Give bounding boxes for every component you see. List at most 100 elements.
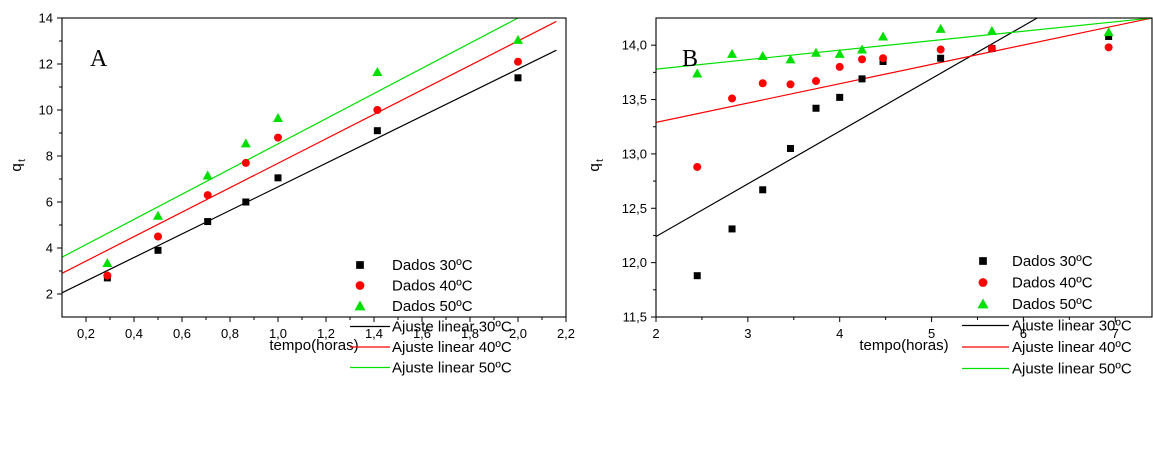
legend: Dados 30ºC Dados 40ºC Dados 50ºC Ajuste lin… (350, 257, 512, 377)
legend-label: Dados 50ºC (1012, 296, 1093, 313)
data-point-square (154, 246, 162, 254)
data-point-circle (987, 44, 996, 53)
data-point-triangle (202, 170, 213, 180)
data-point-triangle (811, 47, 822, 57)
data-point-triangle (857, 44, 868, 54)
x-tick-label: 5 (928, 326, 935, 341)
data-point-square (693, 272, 701, 280)
data-series-2 (693, 43, 1113, 171)
data-point-triangle (153, 210, 163, 220)
x-tick-label: 1,0 (269, 326, 287, 341)
legend-item: Dados 40ºC (978, 275, 1093, 292)
data-point-triangle (785, 54, 796, 64)
data-point-square (373, 127, 381, 135)
fit-line-1 (62, 49, 557, 294)
data-point-triangle (1103, 27, 1114, 37)
data-point-triangle (372, 67, 383, 77)
data-point-circle (154, 232, 162, 241)
y-axis-title-subscript: t (17, 159, 28, 162)
y-tick-label: 13,0 (622, 146, 647, 161)
x-tick-label: 0,2 (77, 326, 95, 341)
data-point-triangle (727, 48, 738, 58)
data-series-3 (102, 34, 523, 267)
data-point-circle (514, 57, 522, 66)
y-tick-label: 2 (46, 287, 53, 302)
data-point-triangle (878, 31, 889, 41)
data-point-circle (241, 158, 250, 167)
data-point-triangle (692, 68, 703, 78)
panel-label: A (90, 46, 108, 72)
data-point-circle (728, 94, 737, 103)
data-point-triangle (986, 26, 997, 36)
legend-label: Dados 40ºC (1012, 275, 1093, 292)
y-tick-label: 4 (46, 241, 53, 256)
data-point-square (812, 104, 820, 112)
data-point-triangle (513, 34, 523, 44)
data-point-triangle (240, 138, 251, 148)
x-tick-label: 1,2 (317, 326, 335, 341)
y-tick-label: 12,0 (622, 255, 647, 270)
data-point-triangle (834, 48, 845, 58)
y-axis-title: qt (8, 159, 28, 172)
data-point-circle (373, 106, 382, 114)
legend-label: Ajuste linear 40ºC (1012, 339, 1132, 356)
legend-item: Dados 40ºC (355, 278, 473, 295)
y-tick-label: 12,5 (622, 201, 647, 216)
y-axis-title-main: q (8, 163, 25, 171)
x-tick-label: 2,0 (509, 326, 527, 341)
data-point-circle (936, 45, 945, 54)
data-point-square (274, 174, 282, 182)
x-tick-label: 0,6 (173, 326, 191, 341)
x-axis-title: tempo(horas) (269, 337, 358, 354)
data-point-square (759, 186, 767, 194)
legend-label: Ajuste linear 30ºC (1012, 318, 1132, 335)
legend-item: Dados 50ºC (977, 296, 1093, 313)
chart-panel-a: 0,2 0,4 0,6 0,8 1,0 1,2 1,4 1,6 1,8 2,0 2,2 2 4 6 8 10 1… (8, 11, 575, 377)
fit-line-3 (62, 18, 519, 258)
y-tick-label: 14,0 (622, 38, 647, 53)
data-point-circle (758, 79, 767, 88)
data-point-square (937, 54, 945, 62)
legend-label: Ajuste linear 50ºC (1012, 361, 1132, 378)
legend: Dados 30ºC Dados 40ºC Dados 50ºC Ajuste lin… (962, 253, 1132, 378)
data-point-triangle (273, 113, 283, 123)
y-tick-label: 12 (39, 57, 53, 72)
data-point-circle (879, 54, 888, 63)
y-tick-label: 14 (39, 11, 53, 26)
legend-item: Ajuste linear 40ºC (350, 339, 512, 356)
x-tick-label: 6 (1020, 326, 1027, 341)
chart-panel-b: 2 3 4 5 6 7 11,5 12,0 12,5 13,0 13,5 14,0 Btempo(hor… (586, 17, 1153, 378)
x-tick-label: 1,8 (461, 326, 479, 341)
data-point-square (786, 144, 794, 152)
data-point-square (1105, 32, 1113, 40)
data-point-square (514, 74, 522, 82)
y-tick-label: 11,5 (623, 310, 647, 325)
data-point-square (836, 93, 844, 101)
x-tick-label: 0,4 (125, 326, 143, 341)
legend-label: Ajuste linear 50ºC (392, 360, 512, 377)
fit-line-3 (656, 18, 1152, 70)
legend-marker-square (356, 261, 364, 269)
y-tick-label: 10 (39, 103, 53, 118)
legend-item: Ajuste linear 40ºC (962, 339, 1132, 356)
x-tick-label: 0,8 (221, 326, 239, 341)
legend-label: Dados 30ºC (1012, 253, 1093, 270)
legend-label: Dados 40ºC (392, 278, 473, 295)
y-axis-title-main: q (586, 163, 603, 171)
plot-frame (61, 17, 567, 318)
data-point-square (728, 225, 736, 233)
data-point-triangle (102, 257, 113, 267)
data-point-circle (1104, 43, 1113, 52)
x-tick-label: 1,6 (413, 326, 431, 341)
data-point-circle (693, 162, 702, 171)
data-point-circle (812, 77, 821, 86)
data-point-circle (835, 62, 844, 71)
legend-marker-triangle (354, 300, 366, 311)
x-tick-label: 2 (652, 326, 659, 341)
data-point-circle (203, 191, 212, 200)
legend-item: Ajuste linear 50ºC (350, 360, 512, 377)
legend-label: Ajuste linear 40ºC (392, 339, 512, 356)
legend-item: Ajuste linear 30ºC (350, 319, 512, 336)
legend-item: Ajuste linear 50ºC (962, 361, 1132, 378)
legend-label: Dados 50ºC (392, 298, 473, 315)
